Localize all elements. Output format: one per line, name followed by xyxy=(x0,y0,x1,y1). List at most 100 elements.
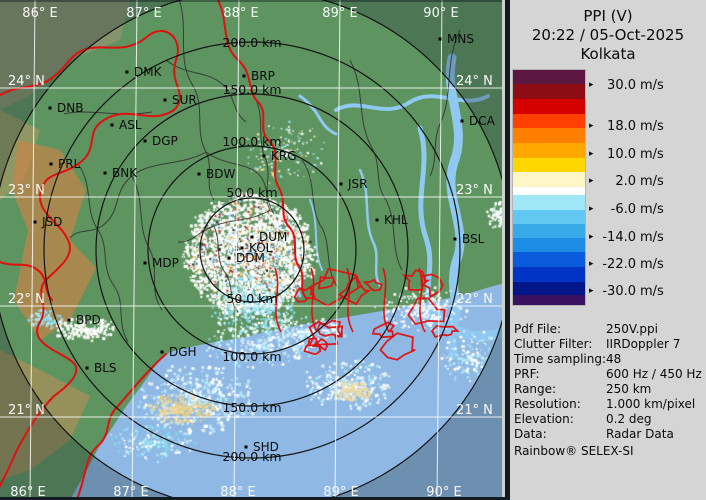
lon-label-top: 87° E xyxy=(126,6,161,21)
lat-label-left: 23° N xyxy=(8,183,45,198)
station-dot-ASL xyxy=(110,123,114,127)
legend-band-7 xyxy=(513,172,585,187)
metadata-row-data-: Data: Radar Data xyxy=(514,427,674,441)
lat-label-right: 22° N xyxy=(456,292,493,307)
legend-band-9 xyxy=(513,195,585,210)
lat-label-right: 23° N xyxy=(456,183,493,198)
tick-arrow-icon: ▸ xyxy=(589,204,594,214)
legend-color-bar xyxy=(512,69,586,306)
legend-band-12 xyxy=(513,238,585,252)
station-dot-BDW xyxy=(197,172,201,176)
lon-label-top: 89° E xyxy=(322,6,357,21)
radar-map: 50.0 km 50.0 km 100.0 km 100.0 km 150.0 km 15… xyxy=(0,0,505,500)
station-dot-BRP xyxy=(242,74,246,78)
tick-arrow-icon: ▸ xyxy=(589,121,594,131)
legend-band-16 xyxy=(513,295,585,305)
velocity-color-legend: ▸ 30.0 m/s ▸ 18.0 m/s ▸ 10.0 m/s ▸ 2.0 m/s ▸ -6.0 m/s ▸… xyxy=(512,69,703,306)
station-dot-DNB xyxy=(48,106,52,110)
lat-label-left: 24° N xyxy=(8,74,45,89)
legend-band-14 xyxy=(513,267,585,282)
metadata-row-elevation-: Elevation: 0.2 deg xyxy=(514,412,652,426)
station-label-KHL: KHL xyxy=(384,213,408,227)
legend-tick-30.0: ▸ 30.0 m/s xyxy=(589,77,664,93)
map-overlay-layer: 50.0 km 50.0 km 100.0 km 100.0 km 150.0 km 15… xyxy=(0,0,505,500)
metadata-row-resolution-: Resolution: 1.000 km/pixel xyxy=(514,397,696,411)
metadata-row-time-sampling-: Time sampling: 48 xyxy=(514,352,622,366)
station-dot-KHL xyxy=(375,218,379,222)
metadata-row-range-: Range: 250 km xyxy=(514,382,652,396)
station-dot-DDM xyxy=(227,256,231,260)
station-dot-JSR xyxy=(339,182,343,186)
lon-label-top: 88° E xyxy=(223,6,258,21)
station-dot-SUR xyxy=(163,98,167,102)
ring-label-50.0km: 50.0 km xyxy=(226,185,277,200)
legend-band-0 xyxy=(513,70,585,84)
tick-arrow-icon: ▸ xyxy=(589,149,594,159)
ring-label-100.0km: 100.0 km xyxy=(222,349,281,364)
lon-label-top: 86° E xyxy=(22,6,57,21)
legend-tick-2.0: ▸ 2.0 m/s xyxy=(589,173,664,189)
station-dot-KRG xyxy=(262,154,266,158)
station-dot-JSD xyxy=(33,220,37,224)
legend-band-15 xyxy=(513,282,585,295)
metadata-row-clutter-filter-: Clutter Filter: IIRDoppler 7 xyxy=(514,337,681,351)
station-dot-BPD xyxy=(67,318,71,322)
station-dot-DUM xyxy=(250,235,254,239)
window-bottom-border xyxy=(0,497,706,500)
station-label-DGP: DGP xyxy=(152,134,178,148)
station-label-BLS: BLS xyxy=(94,361,117,375)
station-label-BDW: BDW xyxy=(206,167,235,181)
ring-label-100.0km: 100.0 km xyxy=(222,134,281,149)
station-label-DMK: DMK xyxy=(134,65,163,79)
legend-band-6 xyxy=(513,158,585,172)
software-credit: Rainbow® SELEX-SI xyxy=(514,444,634,458)
station-dot-BSL xyxy=(453,237,457,241)
tick-arrow-icon: ▸ xyxy=(589,176,594,186)
station-label-DCA: DCA xyxy=(469,114,496,128)
legend-tick--22.0: ▸ -22.0 m/s xyxy=(589,256,664,272)
district-borders xyxy=(63,0,461,343)
lon-label-bottom: 90° E xyxy=(426,485,461,500)
station-label-DDM: DDM xyxy=(236,251,265,265)
tick-arrow-icon: ▸ xyxy=(589,286,594,296)
station-label-MNS: MNS xyxy=(447,32,474,46)
tick-arrow-icon: ▸ xyxy=(589,232,594,242)
station-name: Kolkata xyxy=(580,45,636,63)
lat-label-left: 22° N xyxy=(8,292,45,307)
station-dot-MNS xyxy=(438,37,442,41)
lat-label-right: 24° N xyxy=(456,74,493,89)
station-dot-DGP xyxy=(143,139,147,143)
ring-label-50.0km: 50.0 km xyxy=(226,291,277,306)
legend-tick-18.0: ▸ 18.0 m/s xyxy=(589,118,664,134)
station-label-SHD: SHD xyxy=(253,440,279,454)
station-dot-SHD xyxy=(244,445,248,449)
legend-band-5 xyxy=(513,143,585,158)
lat-label-left: 21° N xyxy=(8,403,45,418)
range-rings xyxy=(0,0,505,500)
tick-arrow-icon: ▸ xyxy=(589,259,594,269)
map-panel-separator xyxy=(502,0,510,500)
legend-tick-10.0: ▸ 10.0 m/s xyxy=(589,146,664,162)
info-panel: PPI (V) 20:22 / 05-Oct-2025 Kolkata ▸ 30.… xyxy=(510,0,706,500)
station-label-MDP: MDP xyxy=(152,256,179,270)
station-label-BNK: BNK xyxy=(112,166,138,180)
lon-label-top: 90° E xyxy=(423,6,458,21)
station-label-BRP: BRP xyxy=(251,69,275,83)
ring-label-200.0km: 200.0 km xyxy=(222,449,281,464)
product-datetime: 20:22 / 05-Oct-2025 xyxy=(531,26,685,44)
station-dot-DMK xyxy=(125,70,129,74)
station-dot-BLS xyxy=(85,366,89,370)
station-label-PRL: PRL xyxy=(58,157,81,171)
station-dot-DCA xyxy=(460,119,464,123)
lon-label-bottom: 89° E xyxy=(323,485,358,500)
tick-arrow-icon: ▸ xyxy=(589,80,594,90)
product-title: PPI (V) xyxy=(583,7,633,25)
legend-band-1 xyxy=(513,84,585,99)
legend-band-2 xyxy=(513,99,585,114)
station-label-BPD: BPD xyxy=(76,313,101,327)
legend-band-4 xyxy=(513,128,585,143)
lon-label-bottom: 87° E xyxy=(113,485,148,500)
map-labels: 50.0 km 50.0 km 100.0 km 100.0 km 150.0 km 15… xyxy=(8,6,496,500)
metadata-row-prf-: PRF: 600 Hz / 450 Hz xyxy=(514,367,702,381)
